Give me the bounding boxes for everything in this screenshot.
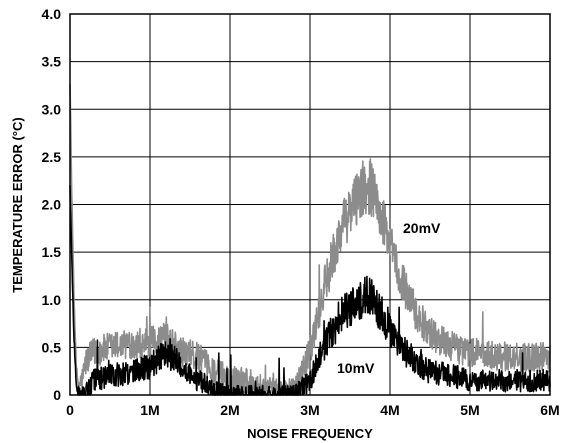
x-tick-label: 6M	[540, 402, 559, 418]
series-label-20mv: 20mV	[403, 220, 441, 236]
x-tick-label: 5M	[460, 402, 479, 418]
y-tick-label: 4.0	[42, 6, 62, 22]
y-tick-label: 3.5	[42, 54, 62, 70]
x-tick-labels: 0 1M 2M 3M 4M 5M 6M	[66, 402, 560, 418]
series-label-10mv: 10mV	[337, 360, 375, 376]
y-axis-title: TEMPERATURE ERROR (°C)	[10, 117, 25, 292]
y-tick-label: 2.5	[42, 149, 62, 165]
x-axis-title: NOISE FREQUENCY	[247, 426, 373, 441]
x-tick-label: 0	[66, 402, 74, 418]
series-line-10mv	[69, 185, 551, 396]
x-tick-label: 4M	[380, 402, 399, 418]
grid-lines	[69, 13, 551, 396]
x-tick-label: 3M	[300, 402, 319, 418]
y-tick-label: 1.0	[42, 292, 62, 308]
series-line-20mv	[69, 84, 551, 396]
y-tick-label: 2.0	[42, 197, 62, 213]
x-tick-label: 2M	[220, 402, 239, 418]
plot-area-frame	[69, 13, 551, 396]
y-tick-label: 0.5	[42, 339, 62, 355]
y-tick-label: 1.5	[42, 244, 62, 260]
y-tick-label: 3.0	[42, 101, 62, 117]
y-tick-label: 0	[53, 387, 61, 403]
y-tick-labels: 0 0.5 1.0 1.5 2.0 2.5 3.0 3.5 4.0	[42, 6, 62, 403]
series-layer	[69, 84, 551, 396]
x-tick-label: 1M	[140, 402, 159, 418]
